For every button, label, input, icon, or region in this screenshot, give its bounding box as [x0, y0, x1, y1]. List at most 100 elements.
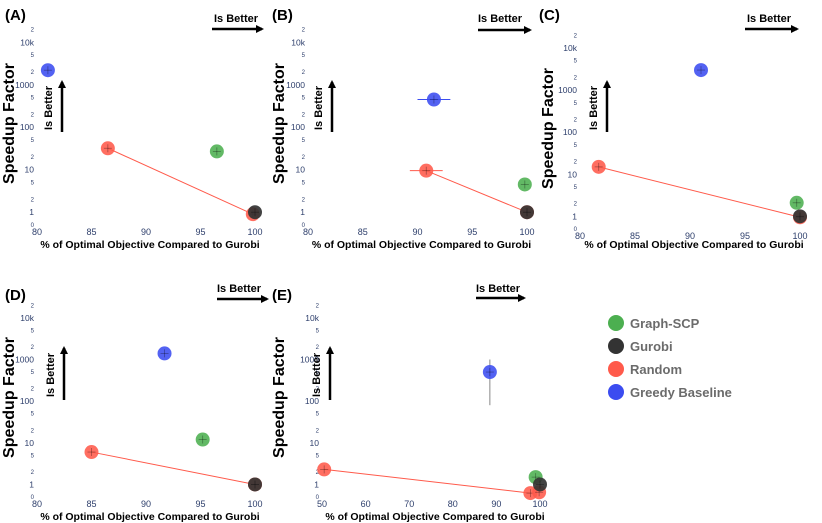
x-tick-label: 95 [195, 499, 205, 509]
point-random [409, 163, 443, 178]
x-tick-label: 80 [32, 227, 42, 237]
legend-marker [608, 384, 624, 400]
marker [482, 365, 497, 380]
y-tick-label: 1000 [15, 80, 34, 90]
y-minor-tick-label: 5 [302, 96, 306, 102]
panel-label: (E) [272, 287, 292, 304]
x-tick-label: 80 [448, 499, 458, 509]
marker [426, 92, 441, 107]
marker [248, 477, 262, 492]
is-better-label-x: Is Better [478, 13, 523, 25]
x-tick-label: 95 [467, 227, 477, 237]
marker [317, 462, 332, 477]
point-gurobi [793, 209, 807, 224]
y-tick-label: 10k [563, 43, 577, 53]
x-tick-label: 100 [247, 227, 262, 237]
y-minor-tick-label: 5 [316, 453, 320, 459]
y-minor-tick-label: 2 [316, 428, 320, 434]
y-tick-label: 100 [305, 396, 319, 406]
legend-marker [608, 315, 624, 331]
y-axis-label: Speedup Factor [1, 337, 18, 458]
y-minor-tick-label: 2 [31, 303, 35, 309]
y-minor-tick-label: 5 [31, 412, 35, 418]
x-tick-label: 90 [491, 499, 501, 509]
is-better-label-x: Is Better [217, 283, 262, 295]
legend-item-greedy-baseline: Greedy Baseline [608, 384, 732, 400]
y-minor-tick-label: 0 [31, 223, 35, 229]
x-tick-label: 95 [740, 231, 750, 241]
panel-a: (A) Speedup Factor 1 10 100 1000 10k 0 2 5 2 5 2 5 2 5 2… [1, 7, 264, 251]
y-tick-label: 1 [29, 479, 34, 489]
y-minor-tick-label: 5 [302, 181, 306, 187]
is-better-label-y: Is Better [588, 85, 600, 130]
x-tick-label: 85 [86, 499, 96, 509]
marker [520, 205, 534, 220]
y-minor-tick-label: 2 [574, 33, 578, 39]
legend-marker [608, 361, 624, 377]
is-better-label-x: Is Better [476, 283, 521, 295]
y-minor-tick-label: 2 [31, 345, 35, 351]
legend-label: Greedy Baseline [630, 385, 732, 400]
point-greedy-baseline [157, 346, 172, 361]
marker [40, 63, 55, 78]
y-minor-tick-label: 2 [31, 197, 35, 203]
x-tick-label: 85 [86, 227, 96, 237]
y-minor-tick-label: 5 [574, 143, 578, 149]
y-axis-label: Speedup Factor [1, 63, 18, 184]
point-greedy-baseline [482, 359, 497, 406]
x-tick-label: 80 [575, 231, 585, 241]
y-tick-label: 1 [29, 207, 34, 217]
y-tick-label: 10k [20, 37, 34, 47]
random-trend-line [598, 166, 801, 218]
y-minor-tick-label: 5 [31, 181, 35, 187]
marker [157, 346, 172, 361]
marker [789, 195, 804, 210]
y-tick-label: 10 [310, 438, 320, 448]
y-minor-tick-label: 2 [302, 155, 306, 161]
y-tick-label: 1000 [558, 85, 577, 95]
y-minor-tick-label: 2 [574, 75, 578, 81]
marker [209, 144, 224, 159]
y-minor-tick-label: 2 [302, 70, 306, 76]
point-greedy-baseline [40, 63, 55, 78]
y-minor-tick-label: 2 [31, 470, 35, 476]
legend: Graph-SCP Gurobi Random Greedy Baseline [608, 315, 732, 400]
is-better-label-x: Is Better [747, 13, 792, 25]
panel-label: (B) [272, 7, 293, 24]
point-random [100, 141, 115, 156]
y-minor-tick-label: 0 [302, 223, 306, 229]
y-minor-tick-label: 2 [302, 112, 306, 118]
y-minor-tick-label: 5 [302, 53, 306, 59]
panel-e: (E) Speedup Factor 1 10 100 1000 10k 0 2 5 2 5 2 5 2 5 2… [271, 283, 548, 523]
point-random [317, 462, 332, 477]
is-better-label-y: Is Better [45, 352, 57, 397]
x-tick-label: 100 [532, 499, 547, 509]
y-minor-tick-label: 5 [31, 53, 35, 59]
legend-label: Random [630, 362, 682, 377]
marker [694, 63, 708, 78]
y-minor-tick-label: 2 [31, 155, 35, 161]
point-graph-scp [195, 432, 210, 447]
y-tick-label: 1000 [300, 355, 319, 365]
is-better-label-x: Is Better [214, 13, 259, 25]
y-minor-tick-label: 5 [31, 96, 35, 102]
marker [248, 205, 262, 220]
legend-item-random: Random [608, 361, 682, 377]
marker [591, 159, 606, 174]
x-tick-label: 100 [247, 499, 262, 509]
point-gurobi [248, 477, 262, 492]
is-better-label-y: Is Better [311, 352, 323, 397]
y-axis-label: Speedup Factor [271, 63, 288, 184]
y-minor-tick-label: 2 [316, 303, 320, 309]
y-minor-tick-label: 2 [31, 112, 35, 118]
x-tick-label: 100 [792, 231, 807, 241]
y-minor-tick-label: 2 [574, 118, 578, 124]
marker [533, 477, 547, 492]
is-better-label-y: Is Better [313, 85, 325, 130]
y-tick-label: 10k [305, 313, 319, 323]
point-graph-scp [209, 144, 224, 159]
y-minor-tick-label: 2 [574, 160, 578, 166]
y-tick-label: 10k [291, 37, 305, 47]
y-minor-tick-label: 5 [31, 453, 35, 459]
marker [100, 141, 115, 156]
